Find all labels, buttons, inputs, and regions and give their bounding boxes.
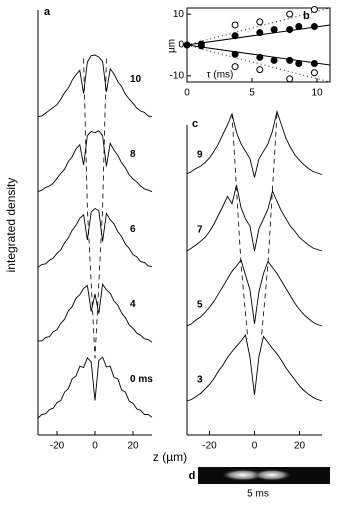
x-tick-label: -20 [202,441,217,452]
point [256,29,264,37]
profile [37,54,153,118]
profile [186,184,323,252]
image-blob [252,469,292,481]
point [270,26,278,34]
point [310,6,318,14]
profile-label: 9 [197,150,203,161]
image-blob [221,469,265,481]
panel-letter: c [192,118,198,130]
point [286,10,294,18]
profile [37,356,153,419]
x-tick-label: 20 [294,441,306,452]
point [310,23,318,30]
profile-label: 8 [130,149,136,160]
y-axis-label: µm [167,39,178,53]
profile [37,207,153,268]
y-tick-label: 0 [178,40,184,51]
point [286,26,294,34]
point [231,21,239,29]
point [295,60,303,67]
point [183,41,191,49]
guide-line [94,58,107,359]
image-label: 5 ms [247,489,269,500]
point [286,75,294,83]
point [310,69,318,77]
profile-label: 0 ms [130,374,153,385]
profile-label: 7 [197,225,203,236]
letter-box [187,467,198,484]
profile-label: 6 [130,224,136,235]
x-tick-label: 10 [311,88,323,99]
panel-letter: b [303,10,310,22]
panel-letter: a [44,6,51,18]
point [231,63,239,71]
point [231,50,239,58]
point [197,42,205,50]
x-tick-label: -20 [50,441,65,452]
x-tick-label: 0 [184,88,190,99]
point [270,56,278,64]
x-tick-label: 0 [252,441,258,452]
profile [37,130,153,193]
profile [186,109,323,178]
x-axis-label: τ (ms) [207,70,234,81]
profile-label: 3 [197,375,203,386]
point [295,23,303,30]
x-tick-label: 0 [92,441,98,452]
profile [186,333,323,402]
guide-line [260,113,278,339]
point [256,66,264,74]
profile-label: 10 [130,74,142,85]
point [231,32,239,40]
point [286,56,294,64]
panel-letter: d [189,470,196,482]
x-axis-label: z (µm) [153,450,187,464]
y-axis-label: integrated density [4,178,18,273]
x-tick-label: 20 [127,441,139,452]
point [256,53,264,61]
y-tick-label: -10 [170,70,185,81]
guide-line [83,58,96,359]
profile-label: 4 [130,299,136,310]
fit-line [186,7,331,46]
profile [38,282,153,343]
y-tick-label: 10 [173,9,185,20]
profile-label: 5 [197,300,203,311]
profile [186,259,323,327]
fit-line [186,44,331,83]
x-tick-label: 5 [249,88,255,99]
point [256,18,264,26]
guide-line [231,113,249,339]
point [310,60,318,67]
